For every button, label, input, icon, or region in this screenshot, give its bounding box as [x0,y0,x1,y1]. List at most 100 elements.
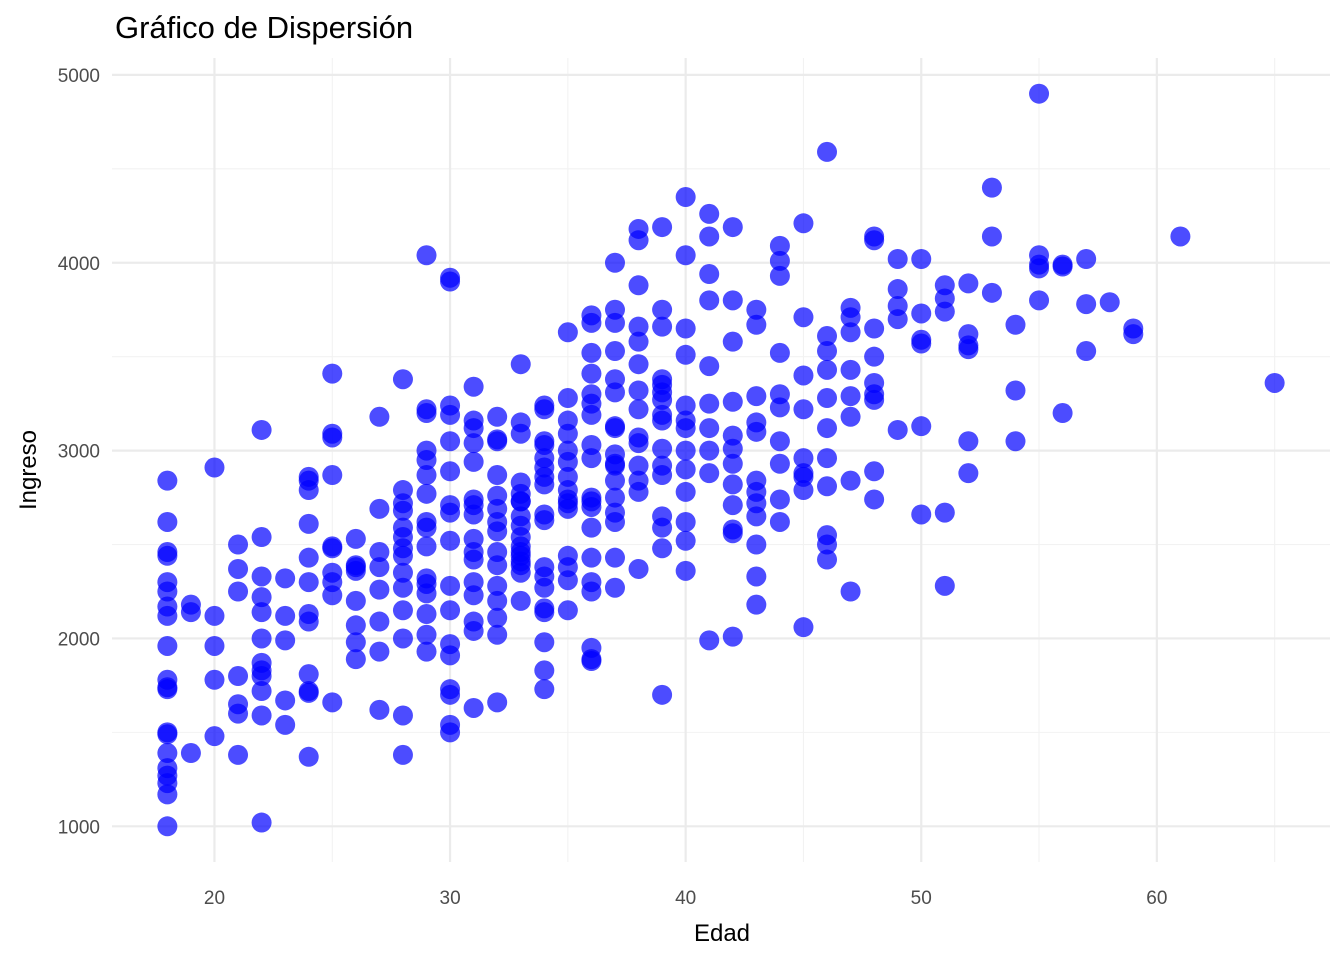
data-point [793,399,814,420]
data-point [722,438,743,459]
data-point [298,682,319,703]
data-point [1076,294,1097,315]
data-point [228,666,249,687]
data-point [934,502,955,523]
data-point [722,391,743,412]
data-point [1264,372,1285,393]
data-point [887,419,908,440]
data-point [510,354,531,375]
data-point [1029,290,1050,311]
data-point [958,273,979,294]
data-point [322,585,343,606]
data-point [392,545,413,566]
data-point [628,316,649,337]
data-point [769,453,790,474]
data-point [345,632,366,653]
data-point [887,309,908,330]
data-point [369,406,390,427]
data-point [487,624,508,645]
data-point [298,746,319,767]
data-point [934,301,955,322]
data-point [557,388,578,409]
data-point [534,474,555,495]
data-point [416,641,437,662]
data-point [534,399,555,420]
data-point [204,605,225,626]
data-point [769,250,790,271]
data-point [652,410,673,431]
data-point [722,523,743,544]
data-point [487,575,508,596]
data-point [628,380,649,401]
data-point [864,230,885,251]
data-point [510,423,531,444]
data-point [440,684,461,705]
data-point [699,226,720,247]
data-point [628,230,649,251]
data-point [251,705,272,726]
data-point [864,318,885,339]
data-point [440,461,461,482]
data-point [487,431,508,452]
data-point [392,500,413,521]
data-point [769,235,790,256]
data-point [840,581,861,602]
x-tick-label: 30 [440,888,461,909]
data-point [722,626,743,647]
data-point [864,346,885,367]
data-point [769,489,790,510]
data-point [534,510,555,531]
data-point [1052,256,1073,277]
data-point [793,617,814,638]
data-point [604,418,625,439]
data-point [298,480,319,501]
data-point [251,566,272,587]
data-point [722,331,743,352]
data-point [581,651,602,671]
data-point [581,448,602,469]
data-point [652,517,673,538]
data-point [628,558,649,579]
data-point [675,395,696,416]
data-point [911,504,932,525]
data-point [369,641,390,662]
data-point [228,534,249,555]
data-point [817,326,838,347]
data-point [369,542,390,563]
data-point [746,594,767,615]
data-point [817,549,838,570]
data-point [981,226,1002,247]
y-tick-label: 5000 [58,66,100,87]
data-point [652,538,673,559]
data-point [604,252,625,273]
data-point [1005,380,1026,401]
data-point [817,388,838,409]
data-point [440,600,461,621]
data-point [652,684,673,705]
data-point [392,628,413,649]
data-point [440,722,461,743]
data-point [840,470,861,491]
data-point [628,433,649,454]
data-point [228,744,249,765]
data-point [251,587,272,608]
data-point [369,699,390,720]
data-point [1170,226,1191,247]
data-point [440,271,461,292]
data-point [652,389,673,410]
data-point [675,344,696,365]
data-point [463,433,484,454]
data-point [392,705,413,726]
data-point [251,628,272,649]
data-point [604,382,625,403]
y-axis-ticks: 1000 2000 3000 4000 5000 [58,66,100,838]
data-point [345,528,366,549]
data-point [275,630,296,651]
data-point [345,649,366,670]
data-point [817,534,838,555]
data-point [699,418,720,439]
data-point [699,393,720,414]
data-point [1029,258,1050,279]
data-point [581,342,602,363]
data-point [440,575,461,596]
